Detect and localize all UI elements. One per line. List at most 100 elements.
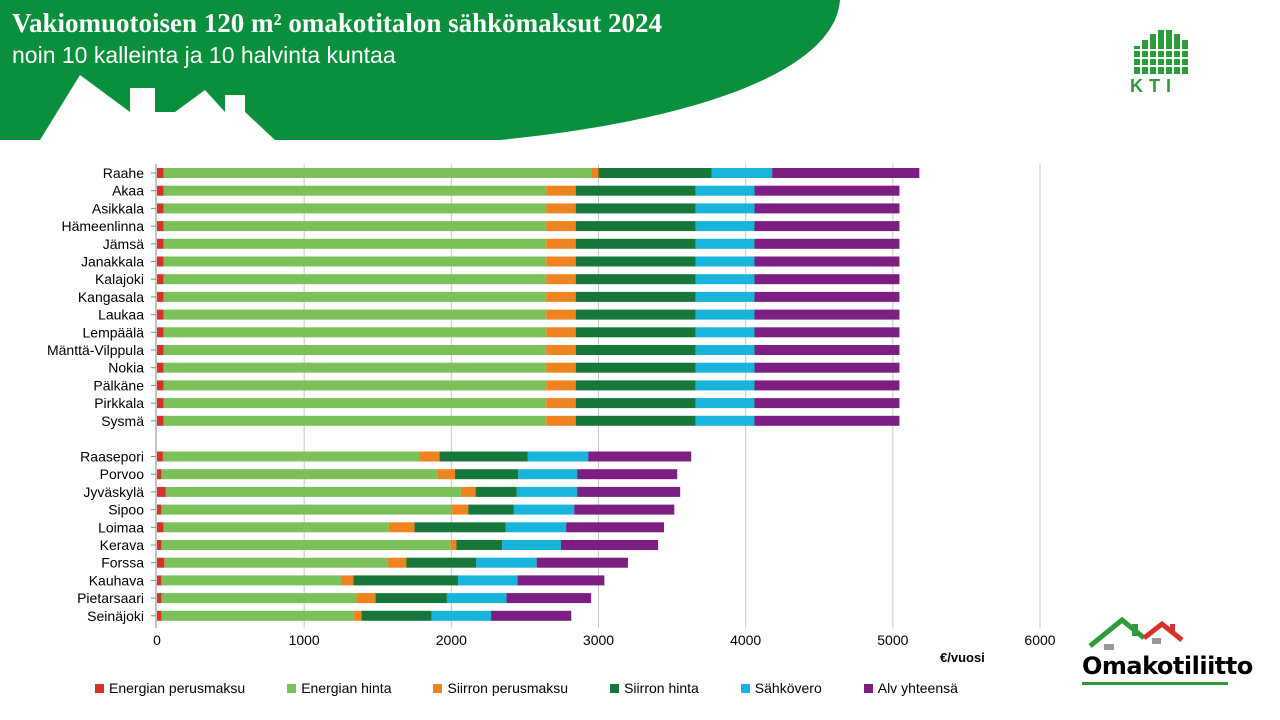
bar-segment — [754, 362, 900, 373]
bar-segment — [163, 274, 547, 285]
bar-segment — [695, 203, 755, 214]
category-label: Janakkala — [81, 254, 144, 270]
legend-item: Alv yhteensä — [863, 680, 958, 696]
bar-segment — [754, 345, 900, 355]
legend-swatch — [863, 683, 873, 693]
bar-segment — [575, 291, 696, 302]
bar-segment — [518, 469, 578, 480]
category-label: Pälkäne — [93, 377, 144, 393]
bar-segment — [361, 610, 432, 621]
category-label: Laukaa — [98, 307, 144, 323]
category-label: Kerava — [100, 537, 145, 553]
bar-segment — [754, 185, 900, 196]
bar-segment — [566, 522, 664, 533]
legend-swatch — [433, 683, 443, 693]
category-label: Raasepori — [80, 449, 144, 465]
bar-segment — [452, 504, 469, 515]
legend-item: Siirron hinta — [610, 680, 699, 696]
bar-segment — [163, 362, 547, 373]
bar-segment — [450, 540, 457, 550]
bar-segment — [695, 415, 755, 426]
category-label: Pietarsaari — [77, 590, 144, 606]
bar-segment — [591, 168, 599, 178]
bar-segment — [163, 256, 547, 267]
bar-segment — [575, 256, 696, 267]
bar-segment — [406, 557, 477, 568]
bar-segment — [506, 593, 592, 604]
omakotiliitto-logo-text: Omakotiliitto — [1082, 652, 1253, 680]
legend-item: Energian hinta — [287, 680, 391, 696]
legend-item: Siirron perusmaksu — [433, 680, 568, 696]
bar-segment — [353, 575, 458, 586]
bar-segment — [163, 309, 547, 320]
bar-segment — [575, 380, 696, 391]
bar-segment — [157, 451, 163, 462]
bar-segment — [161, 469, 438, 480]
bar-segment — [457, 575, 518, 586]
legend-label: Siirron hinta — [624, 680, 699, 696]
category-label: Sysmä — [101, 413, 144, 429]
bar-segment — [163, 415, 547, 426]
category-label: Jämsä — [103, 236, 144, 252]
category-label: Jyväskylä — [83, 484, 144, 500]
bar-segment — [695, 221, 755, 232]
bar-segment — [754, 203, 900, 214]
bar-segment — [163, 203, 547, 214]
bar-segment — [577, 469, 678, 480]
bar-segment — [157, 345, 164, 355]
bar-segment — [695, 327, 755, 338]
bar-segment — [588, 451, 692, 462]
bar-segment — [163, 168, 592, 178]
bar-segment — [388, 522, 415, 533]
bar-segment — [157, 362, 164, 373]
bar-segment — [754, 380, 900, 391]
bar-segment — [575, 185, 696, 196]
bar-segment — [575, 327, 696, 338]
bar-segment — [157, 291, 164, 302]
bar-segment — [754, 415, 900, 426]
bar-segment — [754, 221, 900, 232]
category-label: Lempäälä — [83, 324, 145, 340]
header-banner — [0, 0, 840, 140]
bar-segment — [163, 380, 547, 391]
bar-segment — [468, 504, 514, 515]
bar-segment — [157, 309, 164, 320]
bar-segment — [517, 575, 605, 586]
bar-segment — [340, 575, 354, 586]
bar-segment — [754, 327, 900, 338]
bar-segment — [598, 168, 712, 178]
kti-logo-icon — [1132, 30, 1192, 74]
category-label: Asikkala — [92, 200, 144, 216]
bar-segment — [546, 327, 576, 338]
legend-label: Energian hinta — [301, 680, 392, 696]
bar-segment — [157, 522, 164, 533]
bar-segment — [157, 221, 164, 232]
category-label: Kauhava — [89, 572, 144, 588]
bar-segment — [560, 540, 659, 550]
bar-segment — [431, 610, 492, 621]
bar-segment — [574, 504, 675, 515]
bar-segment — [546, 362, 576, 373]
bar-segment — [695, 362, 755, 373]
bar-segment — [446, 593, 507, 604]
bar-segment — [577, 486, 681, 497]
chart-subtitle: noin 10 kalleinta ja 10 halvinta kuntaa — [12, 42, 396, 68]
bar-segment — [157, 274, 164, 285]
x-tick-label: 1000 — [289, 632, 320, 648]
bar-segment — [695, 309, 755, 320]
bar-segment — [575, 345, 696, 355]
legend-swatch — [740, 683, 750, 693]
bar-segment — [157, 610, 162, 621]
category-label: Sipoo — [108, 502, 144, 518]
bar-segment — [157, 575, 162, 586]
bar-segment — [161, 540, 451, 550]
bar-segment — [546, 291, 576, 302]
omakotiliitto-underline — [1082, 682, 1228, 685]
bar-segment — [157, 540, 162, 550]
bar-segment — [695, 274, 755, 285]
omakotiliitto-house-icon — [1088, 616, 1184, 650]
bar-segment — [491, 610, 572, 621]
bar-segment — [695, 185, 755, 196]
category-label: Seinäjoki — [87, 608, 144, 624]
